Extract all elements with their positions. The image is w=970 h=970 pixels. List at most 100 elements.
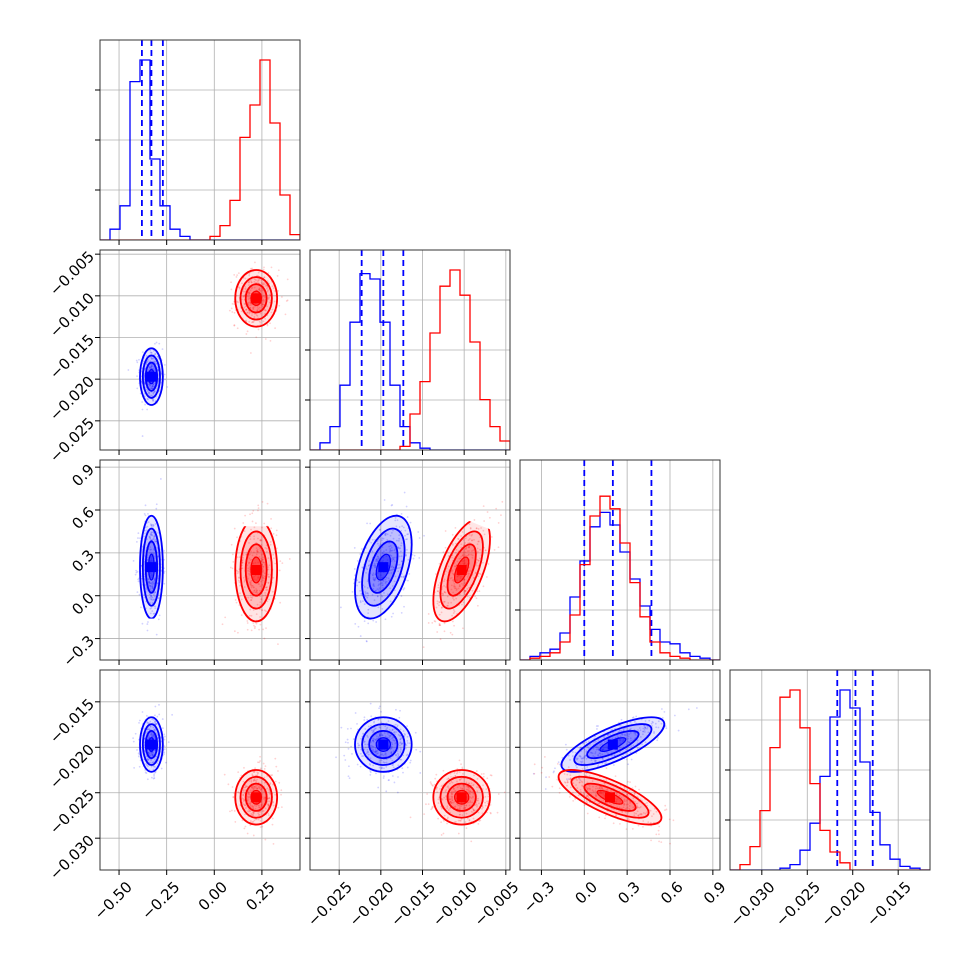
sample-point: [262, 628, 265, 631]
sample-point: [247, 577, 249, 580]
sample-point: [447, 785, 450, 788]
sample-point: [151, 385, 154, 388]
sample-point: [257, 509, 259, 512]
sample-point: [635, 812, 638, 815]
sample-point: [241, 282, 243, 285]
sample-point: [150, 776, 153, 779]
sample-point: [239, 592, 241, 595]
sample-point: [476, 550, 479, 553]
sample-point: [451, 797, 454, 800]
sample-point: [148, 761, 151, 764]
sample-point: [597, 753, 600, 756]
sample-point: [448, 797, 451, 800]
sample-point: [156, 585, 158, 587]
sample-point: [372, 587, 375, 590]
sample-point: [589, 787, 591, 790]
sample-point: [429, 781, 432, 784]
sample-point: [252, 306, 254, 309]
sample-point: [146, 408, 149, 411]
panel-frame: [99, 249, 301, 451]
sample-point: [384, 753, 386, 756]
sample-point: [248, 566, 251, 569]
sample-point: [250, 786, 253, 788]
sample-point: [604, 740, 606, 743]
sample-point: [387, 779, 390, 782]
sample-point: [147, 521, 150, 524]
sample-point: [664, 809, 666, 812]
sample-point: [459, 585, 461, 588]
sample-point: [451, 633, 454, 636]
sample-point: [376, 735, 378, 738]
sample-point: [392, 558, 394, 561]
sample-point: [382, 559, 384, 562]
sample-point: [616, 806, 619, 809]
sample-point: [452, 609, 455, 611]
sample-point: [262, 762, 265, 765]
sample-point: [371, 573, 374, 576]
sample-point: [165, 761, 167, 764]
sample-point: [154, 705, 157, 708]
sample-point: [277, 269, 280, 272]
sample-point: [280, 789, 283, 792]
panel-frame: [99, 669, 301, 871]
sample-point: [149, 548, 152, 551]
sample-point: [460, 763, 462, 766]
sample-point: [624, 807, 627, 810]
sample-point: [383, 761, 386, 764]
sample-point: [450, 801, 453, 804]
sample-point: [363, 748, 366, 751]
sample-point: [496, 811, 499, 814]
sample-point: [407, 533, 410, 536]
sample-point: [458, 804, 461, 807]
sample-point: [475, 527, 478, 530]
sample-point: [249, 583, 252, 585]
sample-point: [598, 787, 601, 789]
sample-point: [267, 803, 269, 806]
x-tick-label: −0.020: [346, 878, 398, 930]
sample-point: [148, 391, 151, 394]
sample-point: [427, 622, 430, 624]
sample-point: [376, 595, 379, 598]
sample-point: [484, 549, 487, 552]
sample-point: [143, 596, 146, 599]
sample-point: [253, 787, 256, 790]
sample-point: [389, 757, 392, 760]
sample-point: [259, 807, 262, 809]
sample-point: [253, 777, 256, 780]
sample-point: [388, 779, 390, 781]
sample-point: [359, 589, 361, 592]
sample-point: [366, 734, 369, 737]
sample-point: [346, 727, 349, 730]
sample-point: [583, 756, 586, 759]
sample-point: [594, 759, 596, 762]
sample-point: [583, 762, 586, 765]
sample-point: [255, 553, 258, 556]
sample-point: [373, 579, 376, 581]
sample-point: [153, 390, 156, 393]
sample-point: [436, 786, 438, 789]
sample-point: [249, 809, 251, 812]
sample-point: [144, 529, 146, 532]
sample-point: [161, 718, 164, 720]
sample-point: [487, 563, 490, 565]
sample-point: [602, 758, 604, 761]
sample-point: [153, 773, 155, 776]
sample-point: [578, 778, 581, 780]
sample-point: [404, 747, 407, 750]
sample-point: [257, 576, 260, 579]
sample-point: [251, 804, 254, 807]
sample-point: [148, 366, 151, 369]
sample-point: [399, 748, 402, 751]
sample-point: [255, 579, 258, 582]
sample-point: [250, 281, 253, 284]
sample-point: [240, 614, 243, 616]
sample-point: [149, 582, 152, 585]
sample-point: [404, 529, 407, 532]
sample-point: [144, 771, 147, 774]
sample-point: [584, 767, 586, 770]
sample-point: [614, 775, 617, 778]
sample-point: [604, 762, 606, 765]
sample-point: [284, 313, 287, 316]
sample-point: [387, 720, 390, 723]
sample-point: [467, 539, 470, 542]
